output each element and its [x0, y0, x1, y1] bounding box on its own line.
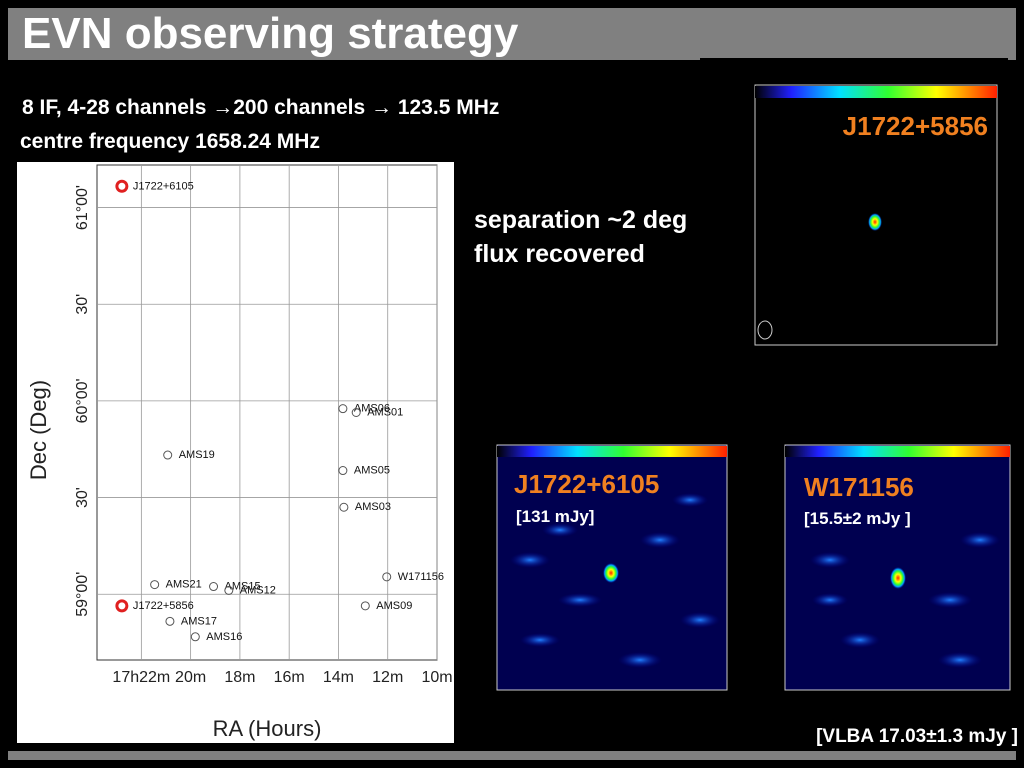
source-label: J1722+5856	[133, 600, 194, 612]
x-tick-label: 14m	[323, 669, 354, 686]
source-marker	[150, 580, 160, 590]
source-marker	[339, 502, 349, 512]
x-tick-label: 18m	[224, 669, 255, 686]
source-label: AMS21	[166, 579, 202, 591]
source-label: J1722+6105	[133, 180, 194, 192]
x-tick-label: 17h22m	[112, 669, 170, 686]
radio-image: J1722+5856	[700, 58, 1008, 365]
radio-image: W171156 [15.5±2 mJy ]	[740, 428, 1020, 712]
source-label: AMS05	[354, 465, 390, 477]
image-flux: [15.5±2 mJy ]	[804, 509, 911, 528]
source-marker	[338, 466, 348, 476]
source-marker	[351, 408, 361, 417]
footnote: [VLBA 17.03±1.3 mJy ]	[816, 726, 1018, 747]
note: separation ~2 deg	[474, 206, 687, 234]
source-marker	[115, 179, 129, 193]
x-tick-label: 16m	[274, 669, 305, 686]
y-tick-label: 61°00'	[74, 185, 91, 230]
bullet: centre frequency 1658.24 MHz	[20, 130, 320, 153]
x-axis-label: RA (Hours)	[213, 716, 322, 741]
x-tick-label: 20m	[175, 669, 206, 686]
source-marker	[190, 632, 200, 642]
source-label: AMS16	[206, 631, 242, 643]
radio-image: J1722+6105 [131 mJy]	[455, 428, 735, 712]
source-label: AMS01	[367, 407, 403, 419]
source-label: AMS17	[181, 615, 217, 627]
image-label: J1722+5856	[843, 111, 988, 141]
source-marker	[224, 585, 234, 595]
y-tick-label: 60°00'	[74, 378, 91, 423]
source-label: AMS15	[225, 581, 261, 593]
source-marker	[163, 450, 173, 460]
footer-bar	[8, 751, 1016, 760]
source-label: AMS19	[179, 449, 215, 461]
x-tick-label: 10m	[421, 669, 452, 686]
source-label: AMS03	[355, 501, 391, 513]
source-marker	[382, 572, 392, 582]
source-label: AMS06	[354, 403, 390, 415]
source-label: W171156	[398, 571, 444, 583]
source-label: AMS12	[240, 584, 276, 596]
x-tick-label: 12m	[372, 669, 403, 686]
image-label: W171156	[804, 472, 914, 502]
source-marker	[165, 616, 175, 626]
y-tick-label: 30'	[74, 294, 91, 315]
note: flux recovered	[474, 240, 645, 268]
bullet: 8 IF, 4-28 channels →200 channels → 123.…	[22, 96, 499, 119]
source-marker	[209, 582, 219, 592]
image-label: J1722+6105	[514, 469, 659, 499]
sky-map: 17h22m 20m 18m 16m 14m 12m 10m 59°00' 30' 60°00' 3…	[26, 165, 453, 741]
y-tick-label: 30'	[74, 487, 91, 508]
source-label: AMS09	[376, 600, 412, 612]
source-marker	[360, 601, 370, 611]
image-flux: [131 mJy]	[516, 507, 594, 526]
source-marker	[338, 404, 348, 414]
y-tick-label: 59°00'	[74, 572, 91, 617]
sky-map-background	[17, 162, 454, 743]
y-axis-label: Dec (Deg)	[26, 380, 51, 480]
title: EVN observing strategy	[22, 9, 519, 58]
title-bar	[8, 8, 1016, 60]
source-marker	[115, 599, 129, 613]
